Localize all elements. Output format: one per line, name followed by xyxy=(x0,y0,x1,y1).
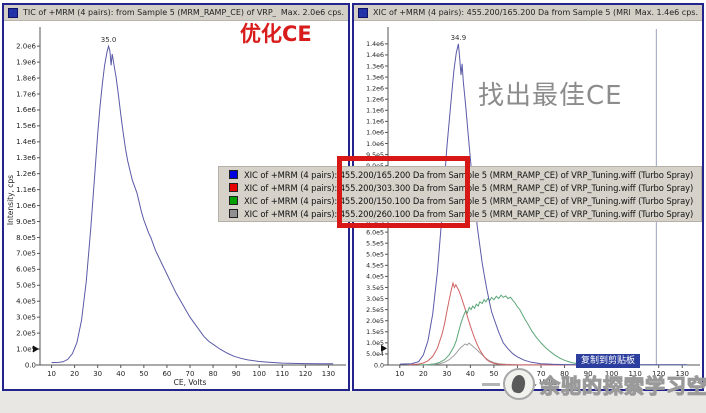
svg-text:5.0e5: 5.0e5 xyxy=(366,252,384,259)
svg-text:1.0e6: 1.0e6 xyxy=(16,202,36,210)
copy-tooltip-button[interactable]: 复制到剪贴板 xyxy=(576,354,641,368)
svg-text:4.5e5: 4.5e5 xyxy=(366,263,384,270)
svg-text:6.0e5: 6.0e5 xyxy=(366,229,384,236)
svg-text:40: 40 xyxy=(116,370,125,378)
svg-text:6.0e5: 6.0e5 xyxy=(16,266,36,274)
svg-text:5.0e4: 5.0e4 xyxy=(366,351,384,358)
pane-indicator-icon xyxy=(358,7,368,18)
svg-text:1.0e5: 1.0e5 xyxy=(366,340,384,347)
svg-text:3.0e5: 3.0e5 xyxy=(366,296,384,303)
window-background-strip xyxy=(0,391,706,413)
svg-text:1.4e6: 1.4e6 xyxy=(16,138,36,146)
svg-text:1.4e6: 1.4e6 xyxy=(366,41,384,48)
svg-text:80: 80 xyxy=(209,370,218,378)
svg-text:1.0e6: 1.0e6 xyxy=(366,141,384,148)
svg-text:90: 90 xyxy=(232,370,241,378)
tic-pane-title: TIC of +MRM (4 pairs): from Sample 5 (MR… xyxy=(23,8,276,17)
svg-text:30: 30 xyxy=(442,370,451,378)
svg-text:35.0: 35.0 xyxy=(101,36,117,44)
svg-text:110: 110 xyxy=(276,370,289,378)
svg-text:40: 40 xyxy=(466,370,475,378)
svg-text:130: 130 xyxy=(322,370,335,378)
svg-text:1.2e6: 1.2e6 xyxy=(366,97,384,104)
svg-text:1.5e5: 1.5e5 xyxy=(366,329,384,336)
svg-text:1.7e6: 1.7e6 xyxy=(16,90,36,98)
annotation-find-best-ce: 找出最佳CE xyxy=(478,81,623,111)
svg-text:1.3e6: 1.3e6 xyxy=(366,74,384,81)
svg-text:20: 20 xyxy=(70,370,79,378)
svg-text:3.5e5: 3.5e5 xyxy=(366,285,384,292)
svg-text:5.5e5: 5.5e5 xyxy=(366,240,384,247)
svg-text:1.1e6: 1.1e6 xyxy=(366,108,384,115)
svg-text:50: 50 xyxy=(139,370,148,378)
xic-max-intensity-label: Max. 1.4e6 cps. xyxy=(634,8,698,17)
pane-indicator-icon xyxy=(8,7,18,18)
trace-color-icon xyxy=(229,196,238,205)
svg-text:20: 20 xyxy=(419,370,428,378)
svg-text:2.0e5: 2.0e5 xyxy=(16,329,36,337)
svg-text:7.0e5: 7.0e5 xyxy=(16,250,36,258)
annotation-optimize-ce: 优化CE xyxy=(240,22,312,46)
svg-text:90: 90 xyxy=(584,370,593,378)
svg-text:1.4e6: 1.4e6 xyxy=(366,52,384,59)
highlight-box xyxy=(337,156,470,228)
svg-text:50: 50 xyxy=(489,370,498,378)
trace-color-icon xyxy=(229,209,238,218)
svg-text:2.0e6: 2.0e6 xyxy=(16,42,36,50)
tic-max-intensity-label: Max. 2.0e6 cps. xyxy=(280,8,344,17)
svg-text:CE, Volts: CE, Volts xyxy=(525,378,558,387)
svg-text:CE, Volts: CE, Volts xyxy=(174,378,207,387)
svg-text:1.2e6: 1.2e6 xyxy=(16,170,36,178)
svg-text:0.0: 0.0 xyxy=(25,361,36,369)
xic-pane-header[interactable]: XIC of +MRM (4 pairs): 455.200/165.200 D… xyxy=(354,5,702,21)
svg-text:4.0e5: 4.0e5 xyxy=(366,274,384,281)
svg-text:130: 130 xyxy=(676,370,689,378)
svg-text:100: 100 xyxy=(605,370,618,378)
svg-text:34.9: 34.9 xyxy=(451,34,467,42)
svg-text:2.5e5: 2.5e5 xyxy=(366,307,384,314)
svg-text:9.5e5: 9.5e5 xyxy=(366,152,384,159)
svg-text:120: 120 xyxy=(652,370,665,378)
watermark: 余驰的探索学习空间 xyxy=(482,368,706,400)
svg-text:1.3e6: 1.3e6 xyxy=(16,154,36,162)
svg-text:110: 110 xyxy=(628,370,641,378)
svg-text:1.1e6: 1.1e6 xyxy=(16,186,36,194)
svg-text:1.2e6: 1.2e6 xyxy=(366,85,384,92)
svg-text:1.0e6: 1.0e6 xyxy=(366,130,384,137)
tic-pane-header[interactable]: TIC of +MRM (4 pairs): from Sample 5 (MR… xyxy=(4,5,348,21)
svg-text:5.0e5: 5.0e5 xyxy=(16,282,36,290)
svg-text:30: 30 xyxy=(93,370,102,378)
watermark-dash xyxy=(482,382,500,386)
svg-text:0.0: 0.0 xyxy=(374,362,384,369)
svg-text:120: 120 xyxy=(299,370,312,378)
svg-text:1.9e6: 1.9e6 xyxy=(16,58,36,66)
svg-text:9.0e5: 9.0e5 xyxy=(16,218,36,226)
svg-text:1.1e6: 1.1e6 xyxy=(366,119,384,126)
svg-text:1.0e5: 1.0e5 xyxy=(16,345,36,353)
watermark-mascot xyxy=(510,374,527,394)
watermark-text: 余驰的探索学习空间 xyxy=(539,373,706,398)
svg-text:100: 100 xyxy=(253,370,266,378)
svg-text:70: 70 xyxy=(537,370,546,378)
xic-pane-title: XIC of +MRM (4 pairs): 455.200/165.200 D… xyxy=(373,8,630,17)
trace-color-icon xyxy=(229,183,238,192)
tic-chart[interactable]: 2.0e6 1.9e6 1.8e6 1.7e6 1.6e6 1.5e6 1.4e6 1.3e6… xyxy=(4,21,348,389)
svg-text:10: 10 xyxy=(47,370,56,378)
svg-text:70: 70 xyxy=(186,370,195,378)
svg-text:1.5e6: 1.5e6 xyxy=(16,122,36,130)
svg-text:Intensity, cps: Intensity, cps xyxy=(6,175,15,225)
svg-text:10: 10 xyxy=(395,370,404,378)
svg-text:1.3e6: 1.3e6 xyxy=(366,63,384,70)
svg-text:3.0e5: 3.0e5 xyxy=(16,313,36,321)
svg-text:60: 60 xyxy=(162,370,171,378)
trace-color-icon xyxy=(229,170,238,179)
svg-text:8.0e5: 8.0e5 xyxy=(16,234,36,242)
svg-text:80: 80 xyxy=(560,370,569,378)
svg-text:1.8e6: 1.8e6 xyxy=(16,74,36,82)
svg-text:1.6e6: 1.6e6 xyxy=(16,106,36,114)
watermark-logo-icon xyxy=(503,368,535,400)
svg-text:2.0e5: 2.0e5 xyxy=(366,318,384,325)
svg-text:4.0e5: 4.0e5 xyxy=(16,298,36,306)
